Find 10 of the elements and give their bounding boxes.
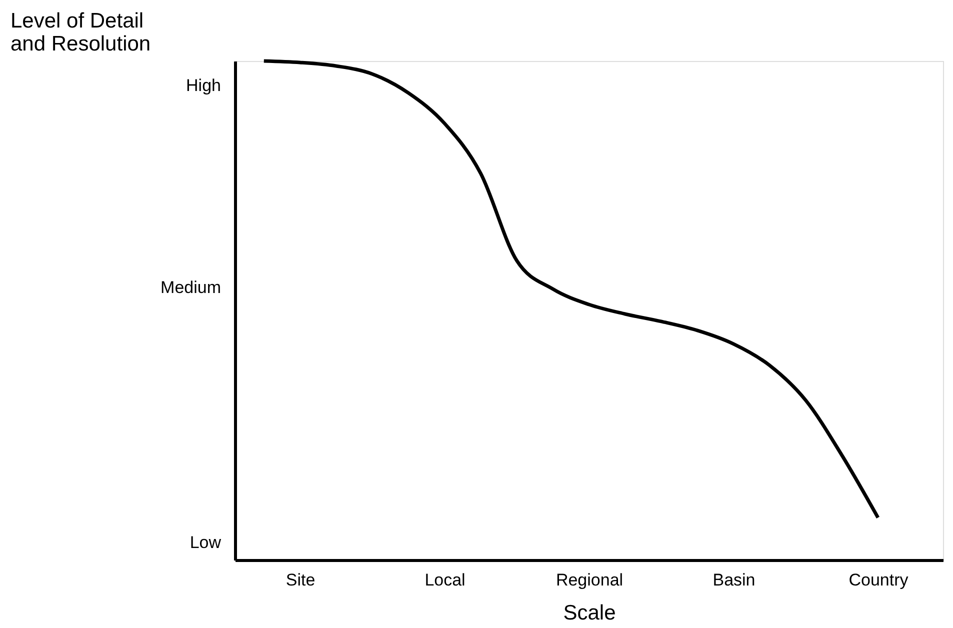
y-axis-title: Level of Detail and Resolution (10, 10, 151, 56)
x-tick-label: Regional (556, 570, 624, 590)
x-axis-title: Scale (563, 602, 616, 624)
text: Low (190, 533, 222, 552)
text: High (186, 76, 221, 95)
text: Medium (160, 278, 221, 298)
x-tick-label: Country (848, 570, 909, 590)
x-tick-label: Local (424, 570, 466, 590)
x-tick-label: Site (286, 570, 316, 590)
x-tick-label: Basin (712, 570, 756, 590)
